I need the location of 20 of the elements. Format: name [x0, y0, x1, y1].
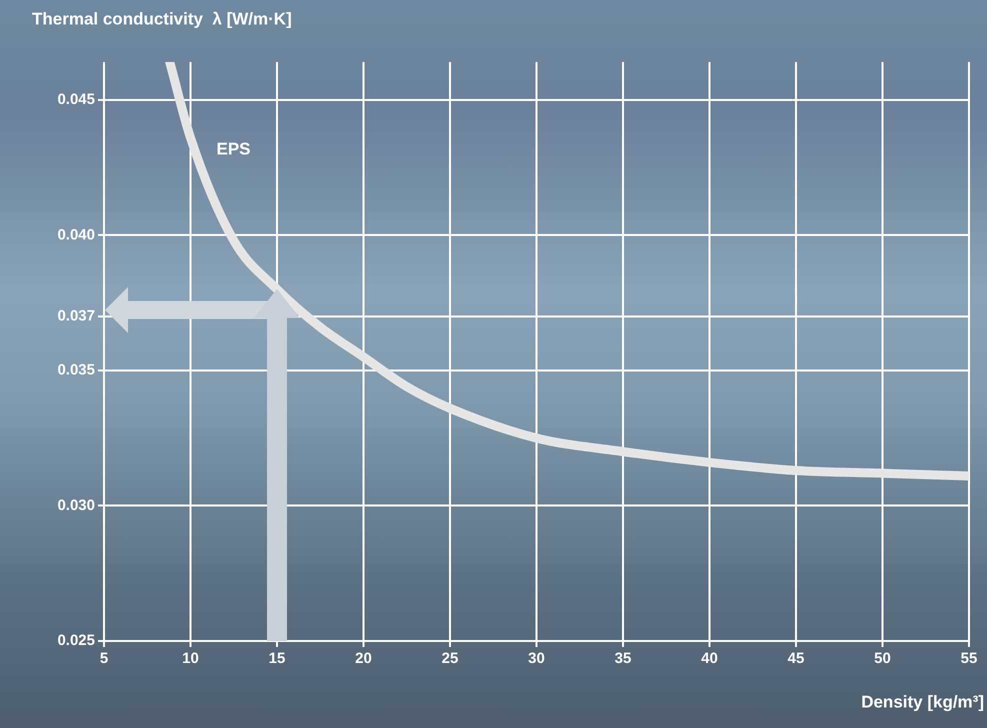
x-tick-label: 55	[960, 650, 978, 668]
x-tick-label: 30	[528, 650, 545, 668]
x-tick-label: 10	[182, 650, 199, 668]
y-tick-label: 0.035	[57, 362, 95, 379]
y-tick-label: 0.025	[57, 632, 95, 650]
x-tick-label: 20	[355, 650, 372, 668]
y-tick-label: 0.037	[57, 307, 95, 324]
y-tick-label: 0.030	[57, 496, 95, 514]
x-tick-label: 15	[268, 650, 286, 668]
x-tick-label: 40	[701, 650, 718, 668]
x-tick-label: 35	[614, 650, 632, 668]
y-tick-label: 0.040	[57, 226, 95, 244]
x-tick-label: 5	[100, 650, 108, 668]
x-tick-label: 45	[788, 650, 804, 668]
x-tick-label: 50	[874, 650, 891, 668]
x-axis-title: Density [kg/m³]	[861, 692, 984, 712]
y-axis-title: Thermal conductivity λ [W/m·K]	[32, 10, 292, 29]
series-label: EPS	[216, 139, 251, 158]
y-tick-label: 0.045	[57, 91, 95, 108]
x-tick-label: 25	[442, 650, 458, 668]
